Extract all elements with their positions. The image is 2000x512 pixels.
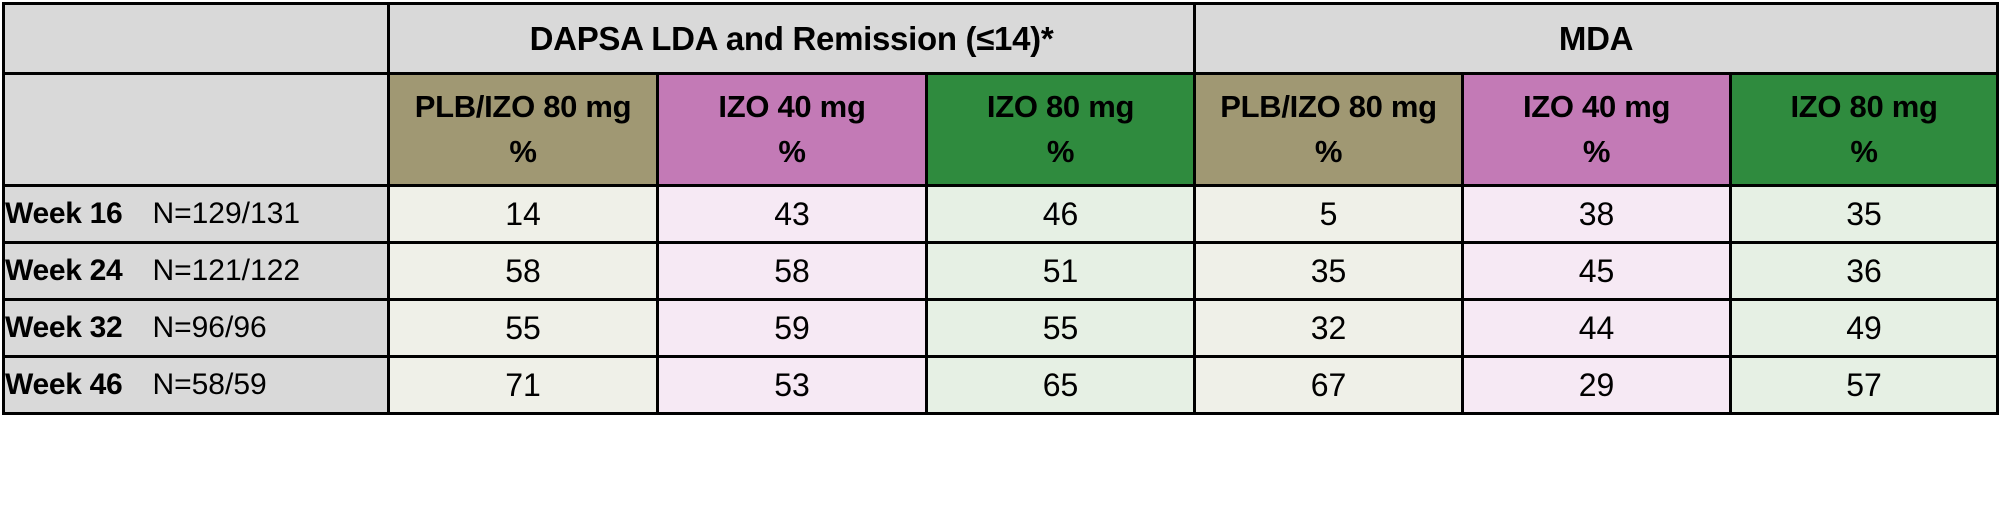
column-header-label: IZO 80 mg <box>986 88 1135 124</box>
value-cell: 45 <box>1461 241 1733 301</box>
column-header-unit: % <box>1582 133 1611 169</box>
footnote-line1-text: FAS, observed data by visit *post-hoc <box>14 508 512 512</box>
column-header-dapsa-izo40: IZO 40 mg % <box>656 72 928 187</box>
column-header-unit: % <box>1046 133 1075 169</box>
value-cell: 36 <box>1729 241 2000 301</box>
week-label: Week 24 <box>5 254 123 287</box>
value-cell: 55 <box>924 298 1197 358</box>
group-header-mda: MDA <box>1193 2 2000 75</box>
corner-cell <box>2 2 390 75</box>
week-label: Week 16 <box>5 197 123 230</box>
row-header-week16: Week 16 N=129/131 <box>2 184 390 244</box>
column-header-mda-izo80: IZO 80 mg % <box>1729 72 2000 187</box>
value-cell: 35 <box>1729 184 2000 244</box>
value-cell: 51 <box>924 241 1197 301</box>
table-row-week32: Week 32 N=96/96 55 59 55 32 44 49 <box>2 298 2000 358</box>
footnotes: FAS, observed data by visit *post-hoc an… <box>14 424 669 512</box>
n-count: N=129/131 <box>152 197 301 230</box>
column-header-unit: % <box>778 133 806 169</box>
column-header-label: PLB/IZO 80 mg <box>1220 88 1437 124</box>
value-cell: 29 <box>1461 355 1733 415</box>
column-header-dapsa-plb: PLB/IZO 80 mg % <box>387 72 659 187</box>
column-header-unit: % <box>1850 133 1878 169</box>
column-header-row: PLB/IZO 80 mg % IZO 40 mg % IZO 80 mg % … <box>2 72 2000 187</box>
table-row-week46: Week 46 N=58/59 71 53 65 67 29 57 <box>2 355 2000 415</box>
n-count: N=58/59 <box>152 368 267 401</box>
row-header-week46: Week 46 N=58/59 <box>2 355 390 415</box>
column-header-unit: % <box>1314 133 1343 169</box>
value-cell: 35 <box>1193 241 1465 301</box>
group-header-row: DAPSA LDA and Remission (≤14)* MDA <box>2 2 2000 75</box>
group-header-dapsa: DAPSA LDA and Remission (≤14)* <box>386 2 1197 75</box>
row-header-week24: Week 24 N=121/122 <box>2 241 390 301</box>
value-cell: 49 <box>1729 298 2000 358</box>
table-row-week16: Week 16 N=129/131 14 43 46 5 38 35 <box>2 184 2000 244</box>
value-cell: 43 <box>656 184 928 244</box>
column-header-unit: % <box>509 133 537 169</box>
week-label: Week 32 <box>5 311 123 344</box>
value-cell: 71 <box>387 355 659 415</box>
footnote-line1: FAS, observed data by visit *post-hoc an… <box>14 504 669 512</box>
results-table: DAPSA LDA and Remission (≤14)* MDA PLB/I… <box>2 2 2000 415</box>
value-cell: 58 <box>656 241 928 301</box>
column-header-mda-izo40: IZO 40 mg % <box>1461 72 1733 187</box>
n-count: N=96/96 <box>152 311 267 344</box>
column-header-dapsa-izo80: IZO 80 mg % <box>924 72 1197 187</box>
value-cell: 38 <box>1461 184 1733 244</box>
value-cell: 67 <box>1193 355 1465 415</box>
value-cell: 32 <box>1193 298 1465 358</box>
value-cell: 57 <box>1729 355 2000 415</box>
value-cell: 5 <box>1193 184 1465 244</box>
value-cell: 53 <box>656 355 928 415</box>
column-header-label: IZO 80 mg <box>1790 88 1938 124</box>
column-header-label: IZO 40 mg <box>718 88 866 124</box>
value-cell: 55 <box>387 298 659 358</box>
value-cell: 65 <box>924 355 1197 415</box>
corner-cell-2 <box>2 72 390 187</box>
value-cell: 59 <box>656 298 928 358</box>
value-cell: 44 <box>1461 298 1733 358</box>
row-header-week32: Week 32 N=96/96 <box>2 298 390 358</box>
week-label: Week 46 <box>5 368 123 401</box>
table-row-week24: Week 24 N=121/122 58 58 51 35 45 36 <box>2 241 2000 301</box>
column-header-label: IZO 40 mg <box>1522 88 1671 124</box>
column-header-label: PLB/IZO 80 mg <box>414 88 632 124</box>
value-cell: 14 <box>387 184 659 244</box>
value-cell: 46 <box>924 184 1197 244</box>
value-cell: 58 <box>387 241 659 301</box>
column-header-mda-plb: PLB/IZO 80 mg % <box>1193 72 1465 187</box>
n-count: N=121/122 <box>152 254 301 287</box>
footnote-underlined-word: analysis <box>512 508 617 512</box>
